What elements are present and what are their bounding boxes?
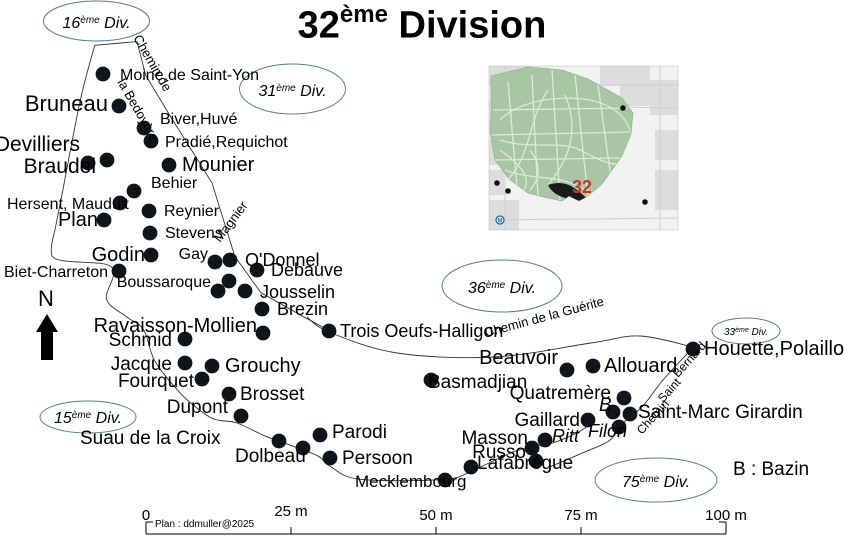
svg-text:Beauvoir: Beauvoir xyxy=(479,347,558,369)
svg-text:Saint-Marc Girardin: Saint-Marc Girardin xyxy=(638,402,803,423)
svg-text:75ème Div.: 75ème Div. xyxy=(622,474,690,492)
svg-text:Moine,de Saint-Yon: Moine,de Saint-Yon xyxy=(120,67,259,84)
svg-text:Dolbeau: Dolbeau xyxy=(235,446,306,467)
svg-text:Godin: Godin xyxy=(92,244,145,266)
svg-text:N: N xyxy=(38,286,54,311)
svg-text:Parodi: Parodi xyxy=(332,422,387,443)
svg-text:Braudel: Braudel xyxy=(24,155,96,178)
svg-text:33ème Div.: 33ème Div. xyxy=(724,327,768,339)
svg-text:M: M xyxy=(498,219,503,225)
svg-text:Allouard: Allouard xyxy=(604,355,677,377)
svg-text:Brezin: Brezin xyxy=(277,299,328,319)
svg-text:Bruneau: Bruneau xyxy=(25,91,108,116)
svg-text:Behier: Behier xyxy=(151,175,198,192)
svg-text:Plan: Plan xyxy=(58,209,98,231)
svg-text:Devilliers: Devilliers xyxy=(0,133,80,156)
svg-text:Plan : ddmuller@2025: Plan : ddmuller@2025 xyxy=(155,519,255,530)
svg-text:Pradié,Requichot: Pradié,Requichot xyxy=(165,134,288,151)
svg-text:Grouchy: Grouchy xyxy=(225,355,301,377)
svg-text:75 m: 75 m xyxy=(564,507,597,524)
svg-text:Brosset: Brosset xyxy=(240,384,305,405)
svg-text:Filon: Filon xyxy=(588,421,627,441)
svg-text:100 m: 100 m xyxy=(705,507,747,524)
svg-text:Houette,Polaillon: Houette,Polaillon xyxy=(704,338,844,360)
svg-text:Gay: Gay xyxy=(179,246,208,263)
svg-text:B : Bazin: B : Bazin xyxy=(733,459,809,480)
svg-text:Lafabrégue: Lafabrégue xyxy=(477,453,573,474)
svg-text:50 m: 50 m xyxy=(419,507,452,524)
svg-text:Fourquet: Fourquet xyxy=(118,371,195,392)
svg-text:Mounier: Mounier xyxy=(182,154,255,176)
svg-text:Suau de la Croix: Suau de la Croix xyxy=(80,428,221,449)
svg-text:Biver,Huvé: Biver,Huvé xyxy=(160,111,237,128)
svg-text:32: 32 xyxy=(572,177,592,197)
svg-text:16ème Div.: 16ème Div. xyxy=(62,15,130,33)
svg-text:36ème Div.: 36ème Div. xyxy=(468,280,536,298)
svg-text:Persoon: Persoon xyxy=(342,448,413,469)
svg-text:Debauve: Debauve xyxy=(271,260,343,280)
svg-text:Ritt: Ritt xyxy=(552,426,580,446)
svg-text:Stevens: Stevens xyxy=(165,225,223,242)
svg-text:Chemin de: Chemin de xyxy=(130,32,174,94)
svg-text:25 m: 25 m xyxy=(274,503,307,520)
svg-text:Schmid: Schmid xyxy=(109,330,172,351)
svg-text:31ème Div.: 31ème Div. xyxy=(258,83,326,101)
svg-text:Quatremère: Quatremère xyxy=(510,383,611,404)
svg-text:Reynier: Reynier xyxy=(164,203,220,220)
svg-text:Boussaroque: Boussaroque xyxy=(117,274,211,291)
svg-text:15ème Div.: 15ème Div. xyxy=(54,410,122,428)
svg-text:Biet-Charreton: Biet-Charreton xyxy=(4,264,108,281)
svg-text:Mecklembourg: Mecklembourg xyxy=(355,472,467,491)
svg-text:Dupont: Dupont xyxy=(167,397,229,418)
svg-text:B: B xyxy=(599,395,612,416)
svg-text:Trois Oeufs-Halligon: Trois Oeufs-Halligon xyxy=(340,321,503,341)
svg-text:0: 0 xyxy=(142,507,150,524)
